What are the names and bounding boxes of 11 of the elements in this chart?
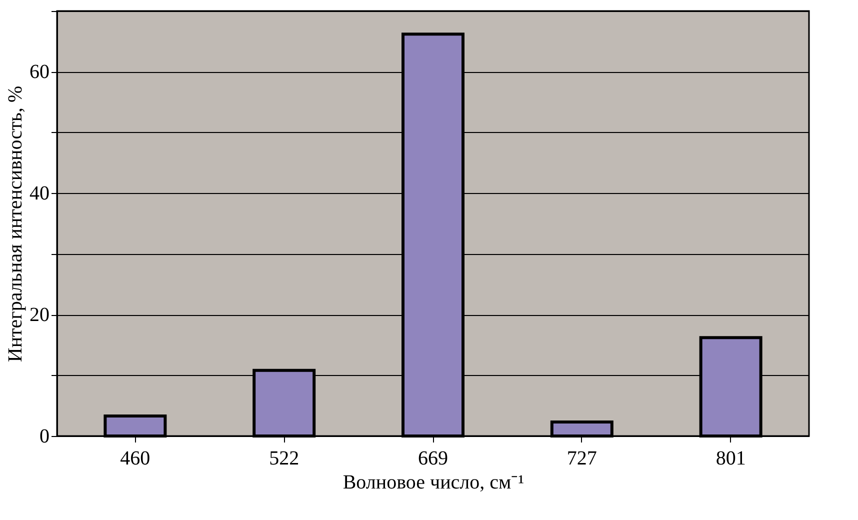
y-tick-label: 20 (30, 304, 50, 326)
x-tick-label: 727 (566, 448, 597, 470)
x-tick-label: 669 (418, 448, 448, 470)
x-axis-title: Волновое число, см⁻¹ (342, 472, 524, 494)
x-tick-label: 460 (120, 448, 150, 470)
y-tick-label: 40 (30, 182, 50, 205)
x-tick-label: 522 (269, 448, 300, 470)
x-tick-label: 801 (716, 448, 746, 470)
y-tick-label: 60 (30, 61, 50, 84)
y-axis-title: Интегральная интенсивность, % (4, 86, 26, 362)
y-tick-label: 0 (40, 426, 50, 448)
